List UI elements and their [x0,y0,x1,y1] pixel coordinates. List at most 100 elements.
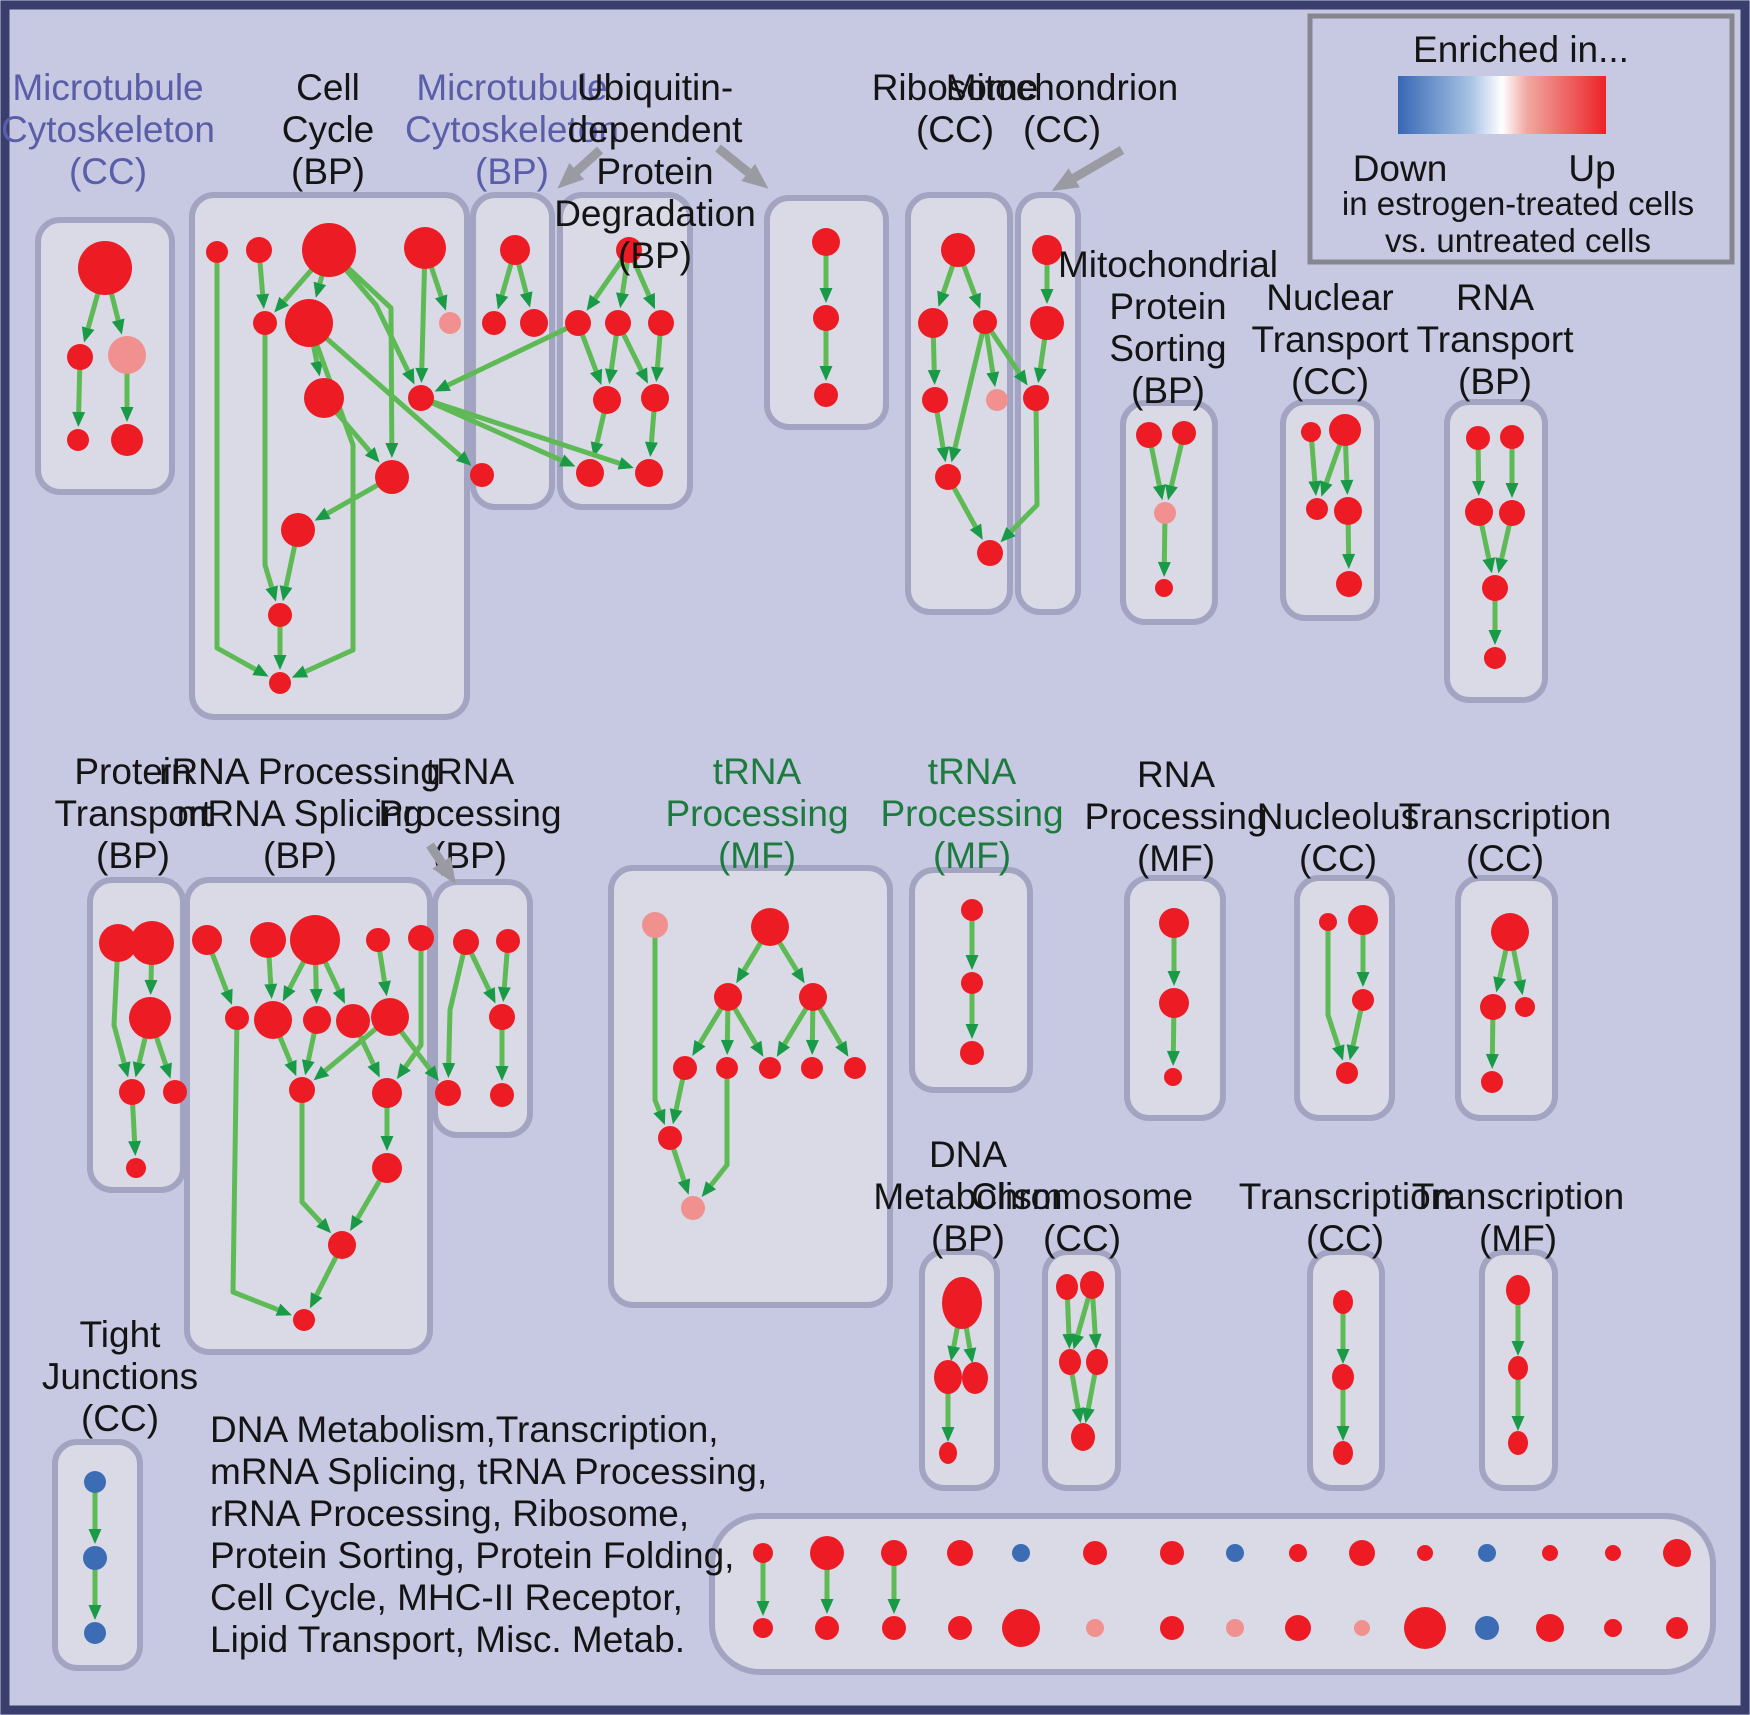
label-nucleolus-cc: Nucleolus (CC) [1257,796,1419,879]
pointer-arrows [426,144,1125,885]
edge-nuc-transport-arrowhead [1308,480,1322,497]
go-node-mito-m1 [1032,235,1062,265]
cross-edge-arrowhead [424,1065,439,1082]
edge-rrna [230,1017,279,1313]
go-node-mt-cc-b [67,344,93,370]
go-node-misc-2-top [881,1540,907,1566]
go-node-misc-1-top [810,1536,844,1570]
edge-rna-transport-arrowhead [1495,557,1508,574]
edge-trna-mf-2-arrowhead [965,1024,979,1039]
edge-prot-transport [111,942,127,1064]
edge-rna-transport-arrowhead [1482,557,1496,574]
go-node-prot-transport-p3 [129,997,171,1039]
pointer-arrow [715,144,752,176]
go-node-rna-transport-t1 [1466,426,1490,450]
go-node-mps-p1 [1136,422,1162,448]
edge-trna-mf-1-arrowhead [791,967,805,984]
go-node-trna-mf-1-k2 [751,908,789,946]
edge-nucleolus [1325,922,1341,1048]
go-node-misc-2-bottom [882,1616,906,1640]
edge-rna-transport-arrowhead [1488,630,1502,645]
edge-ribosome-arrowhead [937,290,950,307]
go-node-ubiq-l2 [641,384,669,412]
go-node-mt-cc-c [108,336,146,374]
edge-chromosome-arrowhead [1071,1333,1084,1350]
label-ribosome-cc: Ribosome (CC) [872,67,1039,150]
cross-edge-arrowhead [1000,527,1016,543]
go-node-misc-8-bottom [1285,1615,1311,1641]
legend-up-label: Up [1568,148,1615,189]
go-node-misc-11-top [1478,1544,1496,1562]
pointer-arrow [426,842,446,866]
go-node-misc-12-bottom [1536,1614,1564,1642]
edge-transcription-cc-3-arrowhead [1336,1349,1350,1364]
go-node-ribosome-r4 [922,387,948,413]
label-transcription-cc-row3: Transcription (CC) [1239,1176,1451,1259]
note-text: DNA Metabolism,Transcription, mRNA Splici… [210,1409,767,1660]
edge-prot-transport-arrowhead [159,1062,172,1079]
go-node-mps-p4 [1155,579,1173,597]
edge-trna-bp-arrowhead [495,1066,509,1081]
edge-ribosome-arrowhead [969,523,983,540]
go-node-misc-4-bottom [1002,1609,1040,1647]
label-mitochondrion-cc: Mitochondrion (CC) [946,67,1178,150]
edge-mt-cc-arrowhead [120,407,134,422]
edge-rrna-arrowhead [284,1059,297,1077]
edge-trna-bp-arrowhead [442,1062,456,1079]
cross-edge [419,395,563,463]
go-node-transcription-cc-3-b [1332,1364,1354,1390]
go-node-rrna-l1 [289,1077,315,1103]
pointer-arrow-arrowhead [557,163,585,189]
go-node-trna-mf-1-d2 [681,1196,705,1220]
go-node-misc-9-top [1349,1540,1375,1566]
go-node-nuc-transport-n1 [1301,422,1321,442]
go-node-rrna-r4 [366,928,390,952]
go-node-trna-bp-t3 [489,1004,515,1030]
cross-edge [420,395,621,466]
go-node-prot-transport-p1 [99,924,137,962]
legend-note-line1: in estrogen-treated cells [1342,185,1694,222]
go-node-nuc-transport-n4 [1334,497,1362,525]
edge-cell-cycle-arrowhead [310,360,324,377]
edge-nucleolus-arrowhead [1346,1044,1360,1061]
label-rna-transport-bp: RNA Transport (BP) [1417,277,1575,402]
go-node-cell-cycle-n6 [285,299,333,347]
cluster-labels: Microtubule Cytoskeleton (CC) Cell Cycle (BP)… [1,67,1624,1660]
edge-cell-cycle-arrowhead [252,663,269,677]
edge-rrna-arrowhead [332,987,345,1004]
label-transcription-cc-row2: Transcription (CC) [1399,796,1611,879]
go-node-rna-transport-t6 [1484,647,1506,669]
go-node-ribosome-r2 [918,308,948,338]
legend: Enriched in... Down Up in estrogen-treat… [1307,13,1735,265]
go-node-trna-mf-2-s2 [961,972,983,994]
go-node-transcription-cc-3-a [1333,1290,1353,1314]
edge-transcription-cc-2-arrowhead [1513,979,1527,996]
go-node-mt-bp-m4 [470,463,494,487]
edge-trna-mf-2-arrowhead [965,955,979,970]
cross-edge-arrowhead [434,379,451,392]
edge-ribosome-arrowhead [936,446,950,463]
edge-misc-2-arrowhead [887,1599,901,1614]
go-node-transcription-cc-3-c [1333,1441,1353,1465]
edge-rrna-arrowhead [378,980,391,997]
edge-chromosome-arrowhead [1088,1333,1102,1350]
misc-terms-box [709,1513,1716,1675]
go-node-prot-transport-p2 [130,921,174,965]
edge-ubiq2-arrowhead [819,366,833,381]
edge-rrna [403,938,424,1069]
edge-rna-transport-arrowhead [1505,483,1519,498]
go-node-misc-3-top [947,1540,973,1566]
go-node-nuc-transport-n3 [1306,498,1328,520]
label-transcription-mf: Transcription (MF) [1412,1176,1624,1259]
go-node-misc-10-bottom [1404,1607,1446,1649]
go-node-chromosome-c [1059,1349,1081,1375]
go-node-nucleolus-b [1348,905,1378,935]
go-node-rna-transport-t5 [1482,575,1508,601]
go-node-transcription-mf-a [1506,1275,1530,1305]
edge-trna-mf-1-arrowhead [677,1178,691,1195]
go-node-cell-cycle-n12 [268,603,292,627]
go-node-misc-6-top [1160,1541,1184,1565]
edge-cell-cycle-arrowhead [385,442,399,459]
edge-rrna-arrowhead [220,988,233,1005]
